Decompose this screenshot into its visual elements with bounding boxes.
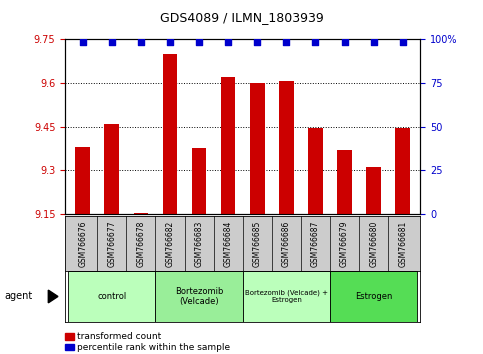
Text: percentile rank within the sample: percentile rank within the sample (77, 343, 230, 352)
Bar (156, 271, 243, 322)
Text: GSM766681: GSM766681 (398, 220, 407, 267)
Point (283, 39, 290, 44)
Text: Estrogen: Estrogen (355, 292, 392, 301)
Text: transformed count: transformed count (77, 332, 161, 341)
Point (79, 39, 86, 44)
Text: agent: agent (5, 291, 33, 302)
Text: GSM766682: GSM766682 (166, 220, 174, 267)
Text: GSM766680: GSM766680 (369, 220, 378, 267)
Text: GSM766676: GSM766676 (78, 220, 87, 267)
Text: control: control (97, 292, 127, 301)
Point (370, 39, 378, 44)
Point (399, 39, 407, 44)
Text: Bortezomib
(Velcade): Bortezomib (Velcade) (175, 287, 223, 306)
Text: GSM766685: GSM766685 (253, 220, 262, 267)
Text: Bortezomib (Velcade) +
Estrogen: Bortezomib (Velcade) + Estrogen (245, 290, 328, 303)
Point (195, 39, 203, 44)
Text: GSM766687: GSM766687 (311, 220, 320, 267)
Point (166, 39, 174, 44)
Point (312, 39, 319, 44)
Bar (330, 271, 417, 322)
Text: GSM766678: GSM766678 (136, 220, 145, 267)
Bar (243, 271, 330, 322)
Text: GSM766677: GSM766677 (107, 220, 116, 267)
Bar (367, 167, 381, 214)
Bar (192, 148, 206, 214)
Bar (68, 271, 156, 322)
Bar (134, 213, 148, 214)
Bar (163, 53, 177, 214)
Text: GSM766686: GSM766686 (282, 220, 291, 267)
Bar (337, 150, 352, 214)
Text: GSM766683: GSM766683 (195, 220, 203, 267)
Bar (75, 147, 90, 214)
Bar (279, 81, 294, 214)
Bar (396, 128, 410, 214)
Point (137, 39, 145, 44)
Point (108, 39, 115, 44)
Point (224, 39, 232, 44)
Bar (250, 83, 265, 214)
Point (341, 39, 348, 44)
Bar (104, 124, 119, 214)
Bar (221, 77, 235, 214)
Text: GDS4089 / ILMN_1803939: GDS4089 / ILMN_1803939 (159, 11, 324, 24)
Bar (308, 128, 323, 214)
Point (254, 39, 261, 44)
Text: GSM766679: GSM766679 (340, 220, 349, 267)
Text: GSM766684: GSM766684 (224, 220, 233, 267)
